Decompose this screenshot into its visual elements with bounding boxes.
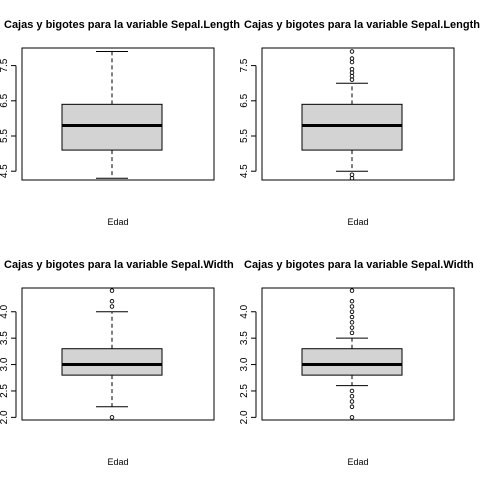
y-tick-label: 7.5 bbox=[0, 58, 10, 72]
outlier-point bbox=[349, 172, 355, 177]
box-iqr bbox=[301, 103, 403, 151]
y-tick-label: 7.5 bbox=[240, 58, 250, 72]
boxplot-panel-3: Cajas y bigotes para la variable Sepal.W… bbox=[0, 240, 240, 480]
y-tick-label: 4.0 bbox=[0, 304, 10, 318]
x-axis-label: Edad bbox=[107, 457, 128, 467]
y-tick-label: 6.5 bbox=[240, 93, 250, 107]
y-tick-label: 2.0 bbox=[240, 410, 250, 424]
outlier-point bbox=[349, 70, 355, 75]
chart-title: Cajas y bigotes para la variable Sepal.W… bbox=[244, 259, 474, 271]
outlier-point bbox=[349, 73, 355, 79]
boxplot-svg: Cajas y bigotes para la variable Sepal.W… bbox=[240, 259, 474, 467]
box-iqr bbox=[301, 348, 403, 376]
plot-frame bbox=[261, 47, 455, 181]
boxplot-svg: Cajas y bigotes para la variable Sepal.L… bbox=[0, 19, 240, 227]
y-tick-label: 4.5 bbox=[240, 164, 250, 178]
outlier-point bbox=[349, 325, 355, 330]
box-iqr bbox=[61, 348, 163, 376]
outlier-point bbox=[349, 399, 355, 404]
boxplot-panel-2: Cajas y bigotes para la variable Sepal.L… bbox=[240, 0, 480, 240]
plot-frame bbox=[261, 287, 455, 421]
boxplot-panel-1: Cajas y bigotes para la variable Sepal.L… bbox=[0, 0, 240, 240]
y-tick-label: 2.5 bbox=[0, 384, 10, 398]
outlier-point bbox=[349, 56, 355, 61]
y-tick-label: 3.5 bbox=[240, 331, 250, 345]
outlier-point bbox=[109, 304, 115, 309]
y-tick-label: 5.5 bbox=[240, 129, 250, 143]
outlier-point bbox=[349, 298, 355, 304]
x-axis-label: Edad bbox=[347, 217, 368, 227]
box-iqr bbox=[61, 103, 163, 151]
outlier-point bbox=[349, 415, 355, 420]
x-axis-label: Edad bbox=[347, 457, 368, 467]
y-tick-label: 5.5 bbox=[0, 129, 10, 143]
outlier-point bbox=[349, 330, 355, 336]
outlier-point bbox=[349, 404, 355, 410]
outlier-point bbox=[349, 288, 355, 293]
outlier-point bbox=[109, 298, 115, 304]
chart-title: Cajas y bigotes para la variable Sepal.L… bbox=[244, 19, 480, 31]
plot-frame bbox=[21, 287, 215, 421]
x-axis-label: Edad bbox=[107, 217, 128, 227]
outlier-point bbox=[349, 77, 355, 82]
outlier-point bbox=[349, 49, 355, 54]
y-tick-label: 3.5 bbox=[0, 331, 10, 345]
y-tick-label: 4.0 bbox=[240, 304, 250, 318]
y-tick-label: 2.0 bbox=[0, 410, 10, 424]
y-tick-label: 3.0 bbox=[0, 357, 10, 371]
boxplot-panel-4: Cajas y bigotes para la variable Sepal.W… bbox=[240, 240, 480, 480]
y-tick-label: 3.0 bbox=[240, 357, 250, 371]
outlier-point bbox=[109, 288, 115, 293]
outlier-point bbox=[349, 66, 355, 72]
outlier-point bbox=[349, 393, 355, 399]
boxplot-svg: Cajas y bigotes para la variable Sepal.W… bbox=[0, 259, 234, 467]
y-tick-label: 2.5 bbox=[240, 384, 250, 398]
boxplot-svg: Cajas y bigotes para la variable Sepal.L… bbox=[240, 19, 480, 227]
outlier-point bbox=[349, 59, 355, 65]
outlier-point bbox=[349, 309, 355, 315]
outlier-point bbox=[349, 314, 355, 320]
y-tick-label: 4.5 bbox=[0, 164, 10, 178]
outlier-point bbox=[109, 415, 115, 420]
y-tick-label: 6.5 bbox=[0, 93, 10, 107]
chart-title: Cajas y bigotes para la variable Sepal.W… bbox=[4, 259, 234, 271]
outlier-point bbox=[349, 388, 355, 394]
chart-title: Cajas y bigotes para la variable Sepal.L… bbox=[4, 19, 240, 31]
outlier-point bbox=[349, 320, 355, 325]
plot-frame bbox=[21, 47, 215, 181]
outlier-point bbox=[349, 304, 355, 309]
